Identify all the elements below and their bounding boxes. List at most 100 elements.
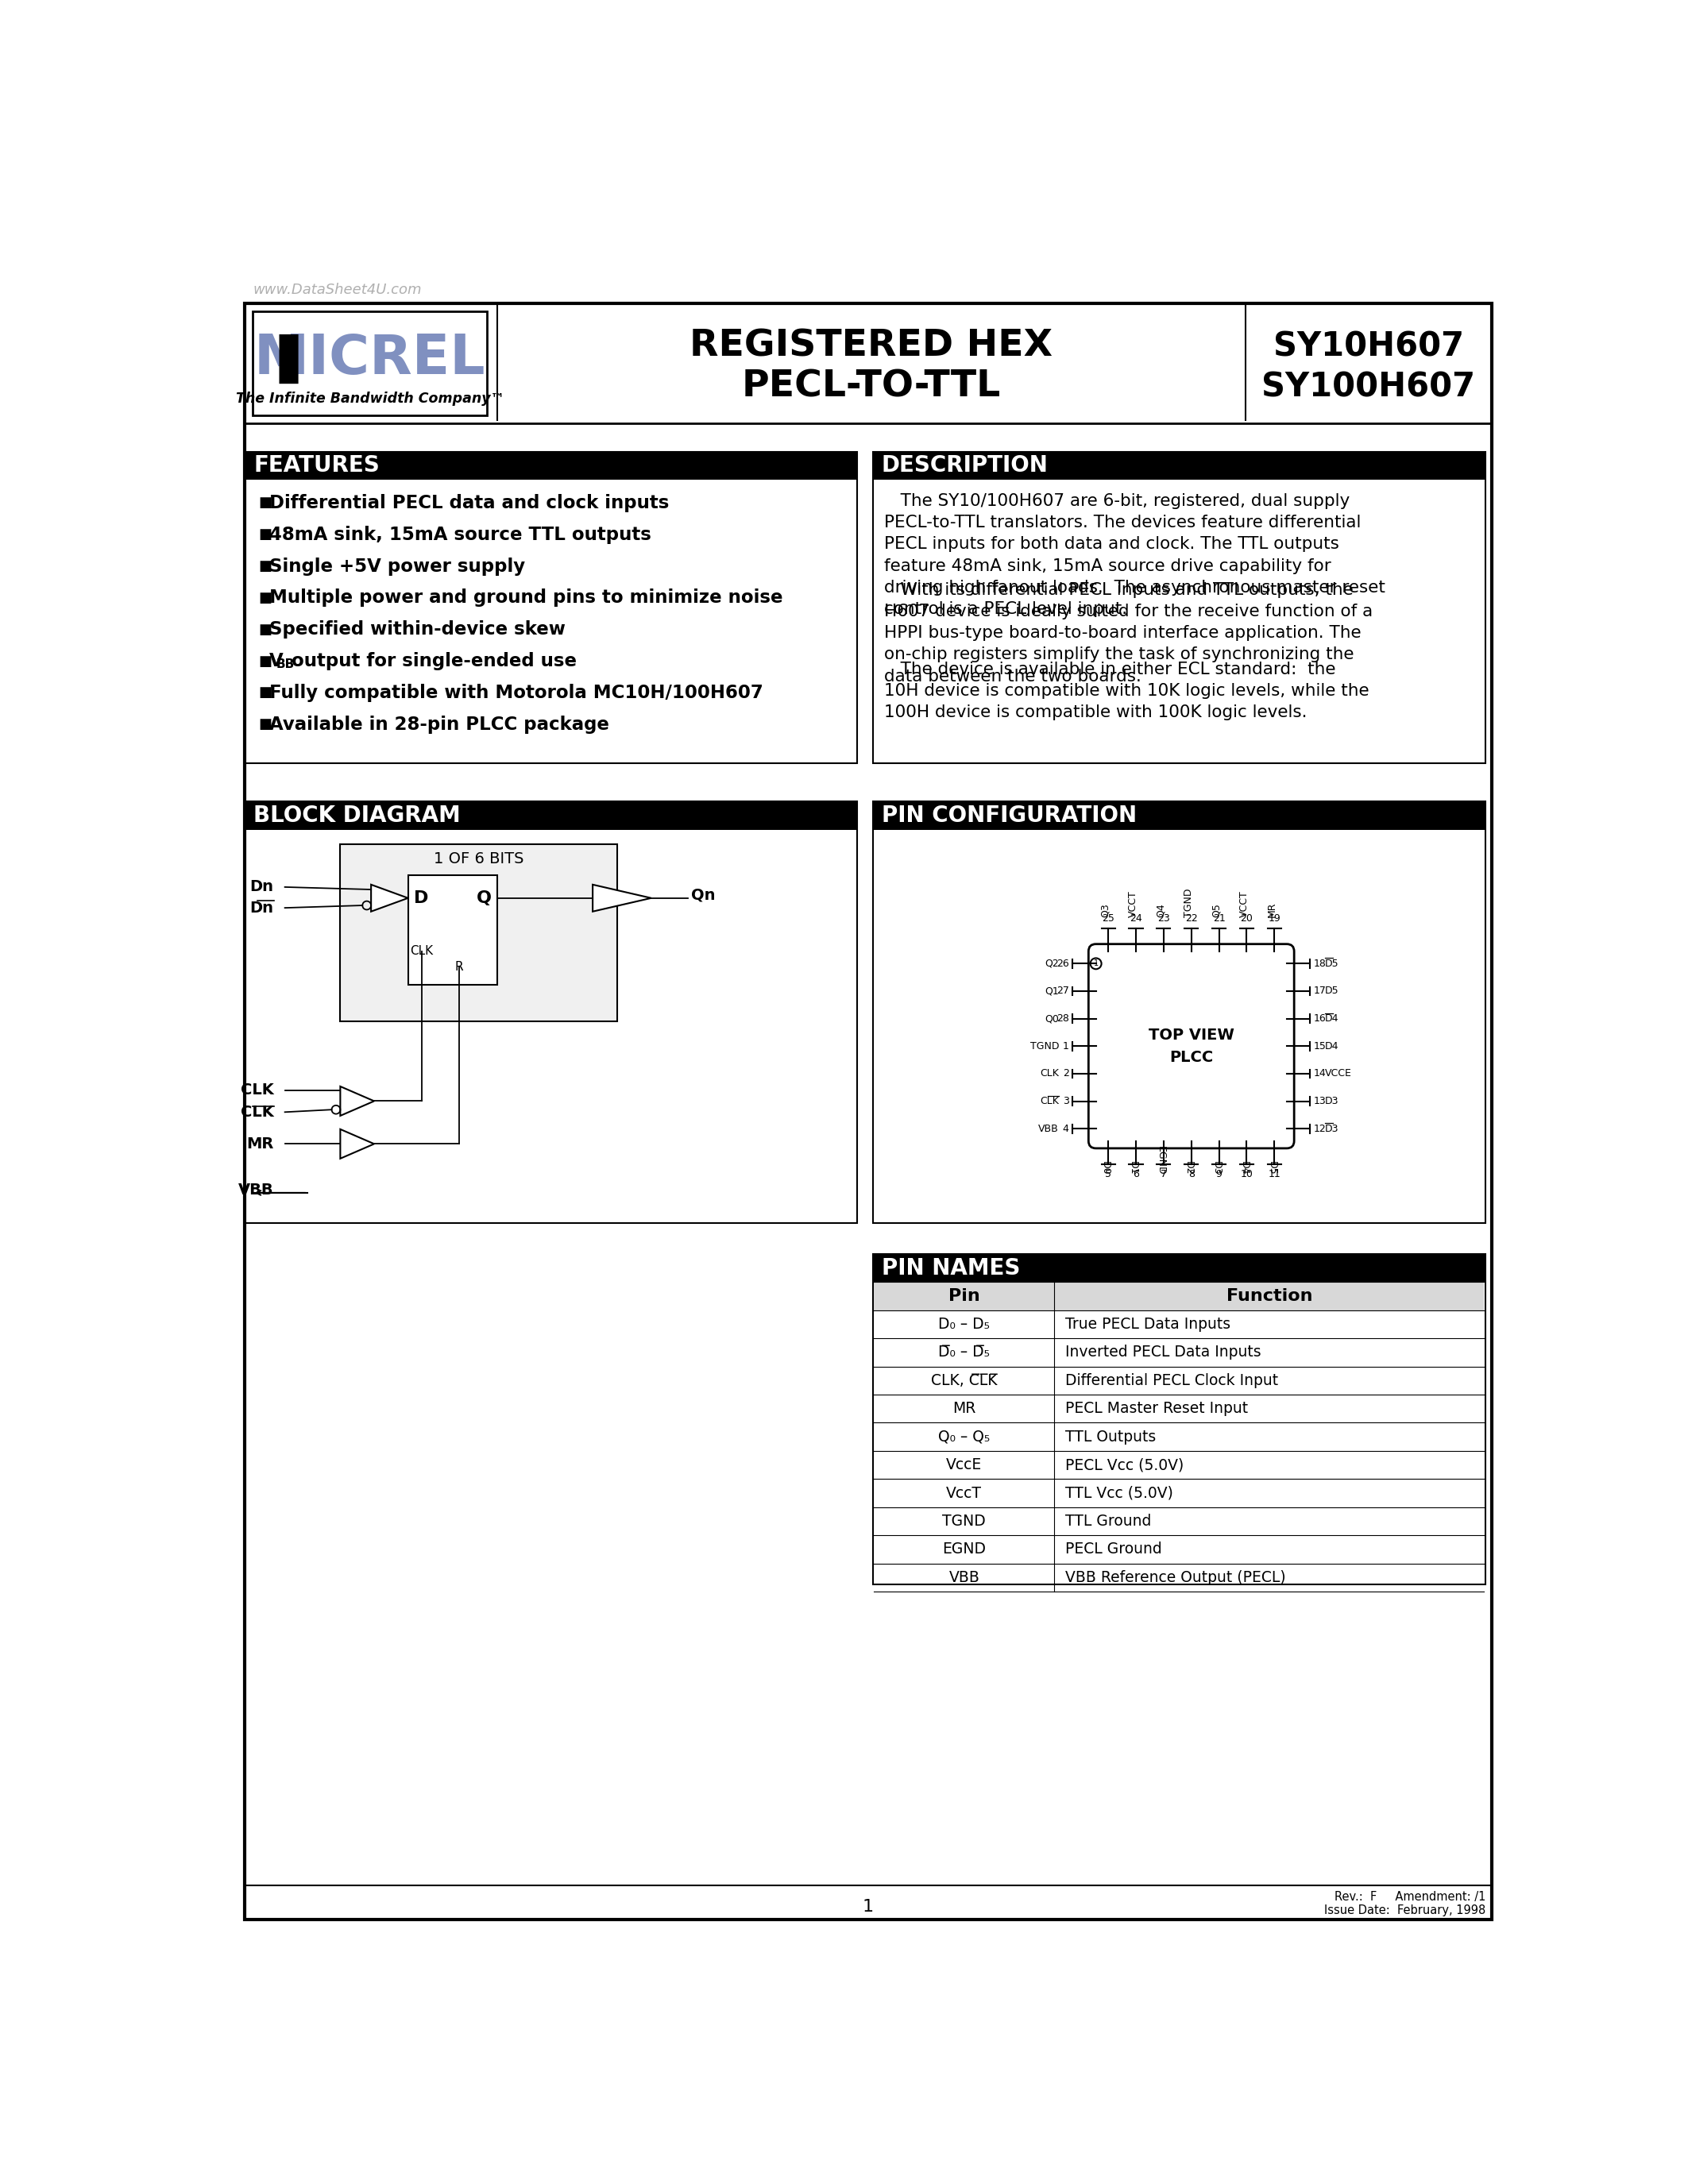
Polygon shape (592, 885, 652, 911)
Text: Q4: Q4 (1156, 902, 1166, 917)
Text: D5: D5 (1325, 985, 1339, 996)
Text: Q₀ – Q₅: Q₀ – Q₅ (939, 1428, 991, 1444)
Text: CLK: CLK (241, 1105, 273, 1120)
Bar (341, 845, 618, 1022)
Bar (873, 452, 1485, 480)
Bar (253, 310, 486, 415)
Text: 14: 14 (1313, 1068, 1327, 1079)
Text: CLK: CLK (1040, 1068, 1058, 1079)
Text: R: R (454, 961, 463, 972)
Text: True PECL Data Inputs: True PECL Data Inputs (1065, 1317, 1231, 1332)
Text: 1: 1 (1094, 959, 1099, 968)
Text: PLCC: PLCC (1170, 1051, 1214, 1066)
Text: 17: 17 (1313, 985, 1327, 996)
Text: 18: 18 (1313, 959, 1327, 970)
Text: D4: D4 (1325, 1042, 1339, 1051)
Text: 6: 6 (1133, 1168, 1139, 1179)
Text: D3: D3 (1212, 1162, 1222, 1175)
Text: CLK: CLK (241, 1083, 273, 1099)
Text: 22: 22 (1185, 913, 1197, 924)
Text: Issue Date:  February, 1998: Issue Date: February, 1998 (1323, 1904, 1485, 1915)
Text: The Infinite Bandwidth Company™: The Infinite Bandwidth Company™ (236, 391, 505, 406)
Text: ■: ■ (258, 559, 272, 574)
Text: 1: 1 (1062, 1042, 1069, 1051)
Text: Inverted PECL Data Inputs: Inverted PECL Data Inputs (1065, 1345, 1261, 1361)
Text: TTL Outputs: TTL Outputs (1065, 1428, 1156, 1444)
Text: 19: 19 (1268, 913, 1281, 924)
Text: 16: 16 (1313, 1013, 1327, 1024)
Text: ■: ■ (258, 653, 272, 668)
Text: 1: 1 (863, 1900, 874, 1915)
Text: D5: D5 (1325, 959, 1339, 970)
Bar (245, 802, 858, 1223)
Text: CLK, C̅L̅K̅: CLK, C̅L̅K̅ (932, 1374, 998, 1389)
Text: 15: 15 (1313, 1042, 1327, 1051)
Text: 25: 25 (1102, 913, 1114, 924)
Text: Fully compatible with Motorola MC10H/100H607: Fully compatible with Motorola MC10H/100… (270, 684, 763, 701)
Text: MICREL: MICREL (255, 332, 486, 384)
Text: Differential PECL data and clock inputs: Differential PECL data and clock inputs (270, 494, 670, 513)
Text: D₀ – D₅: D₀ – D₅ (939, 1317, 991, 1332)
Text: 21: 21 (1212, 913, 1225, 924)
Text: D3: D3 (1325, 1096, 1339, 1107)
FancyBboxPatch shape (1089, 943, 1295, 1149)
Text: 27: 27 (1057, 985, 1069, 996)
Text: ■: ■ (258, 716, 272, 732)
Text: TTL Ground: TTL Ground (1065, 1514, 1151, 1529)
Text: Specified within-device skew: Specified within-device skew (270, 620, 565, 638)
Text: VᴄᴄE: VᴄᴄE (947, 1457, 982, 1472)
Text: 23: 23 (1158, 913, 1170, 924)
Text: 8: 8 (1188, 1168, 1195, 1179)
Text: VCCT: VCCT (1128, 891, 1138, 917)
Text: ■: ■ (258, 686, 272, 701)
Bar (873, 802, 1485, 830)
Text: SY100H607: SY100H607 (1261, 371, 1475, 404)
Text: Q0: Q0 (1045, 1013, 1058, 1024)
Text: PECL-TO-TTL: PECL-TO-TTL (741, 369, 1001, 404)
Text: Q5: Q5 (1212, 902, 1222, 917)
Bar (873, 452, 1485, 764)
Text: 7: 7 (1160, 1168, 1166, 1179)
Text: Multiple power and ground pins to minimize noise: Multiple power and ground pins to minimi… (270, 590, 783, 607)
Text: D5: D5 (1266, 1162, 1276, 1175)
Text: 13: 13 (1313, 1096, 1327, 1107)
Polygon shape (371, 885, 408, 911)
Polygon shape (341, 1129, 375, 1158)
Text: Q3: Q3 (1101, 902, 1111, 917)
Text: TGND: TGND (942, 1514, 986, 1529)
Text: The device is available in either ECL standard:  the
10H device is compatible wi: The device is available in either ECL st… (885, 662, 1369, 721)
Text: 48mA sink, 15mA source TTL outputs: 48mA sink, 15mA source TTL outputs (270, 526, 652, 544)
Text: MR: MR (1266, 902, 1276, 917)
Text: Differential PECL Clock Input: Differential PECL Clock Input (1065, 1374, 1278, 1389)
Text: PIN CONFIGURATION: PIN CONFIGURATION (881, 804, 1136, 826)
Text: TGND: TGND (1030, 1042, 1058, 1051)
Text: 12: 12 (1313, 1123, 1327, 1133)
Text: PIN NAMES: PIN NAMES (881, 1258, 1020, 1280)
Text: VBB: VBB (238, 1184, 273, 1197)
Bar (245, 452, 858, 764)
Text: TGND: TGND (1183, 889, 1193, 917)
Text: 3: 3 (1062, 1096, 1069, 1107)
Text: 1 OF 6 BITS: 1 OF 6 BITS (434, 852, 523, 867)
Text: BB: BB (277, 657, 295, 670)
Text: 10: 10 (1241, 1168, 1252, 1179)
Text: www.DataSheet4U.com: www.DataSheet4U.com (253, 282, 422, 297)
Text: 20: 20 (1241, 913, 1252, 924)
Text: PECL Master Reset Input: PECL Master Reset Input (1065, 1402, 1249, 1415)
Text: VᴄᴄT: VᴄᴄT (947, 1485, 982, 1500)
Text: Single +5V power supply: Single +5V power supply (270, 557, 525, 574)
Text: Qn: Qn (690, 887, 716, 902)
Text: D4: D4 (1239, 1162, 1249, 1175)
Text: output for single-ended use: output for single-ended use (285, 653, 577, 670)
Bar (245, 452, 858, 480)
Text: BLOCK DIAGRAM: BLOCK DIAGRAM (253, 804, 461, 826)
Text: V: V (270, 653, 284, 670)
Text: Pin: Pin (949, 1289, 981, 1304)
Text: VCCE: VCCE (1325, 1068, 1352, 1079)
Text: Rev.:  F     Amendment: /1: Rev.: F Amendment: /1 (1334, 1891, 1485, 1902)
Text: VBB Reference Output (PECL): VBB Reference Output (PECL) (1065, 1570, 1286, 1586)
Text: D4: D4 (1325, 1013, 1339, 1024)
Text: CLK: CLK (410, 946, 434, 957)
Text: ▐: ▐ (260, 334, 297, 384)
Bar (873, 1254, 1485, 1583)
